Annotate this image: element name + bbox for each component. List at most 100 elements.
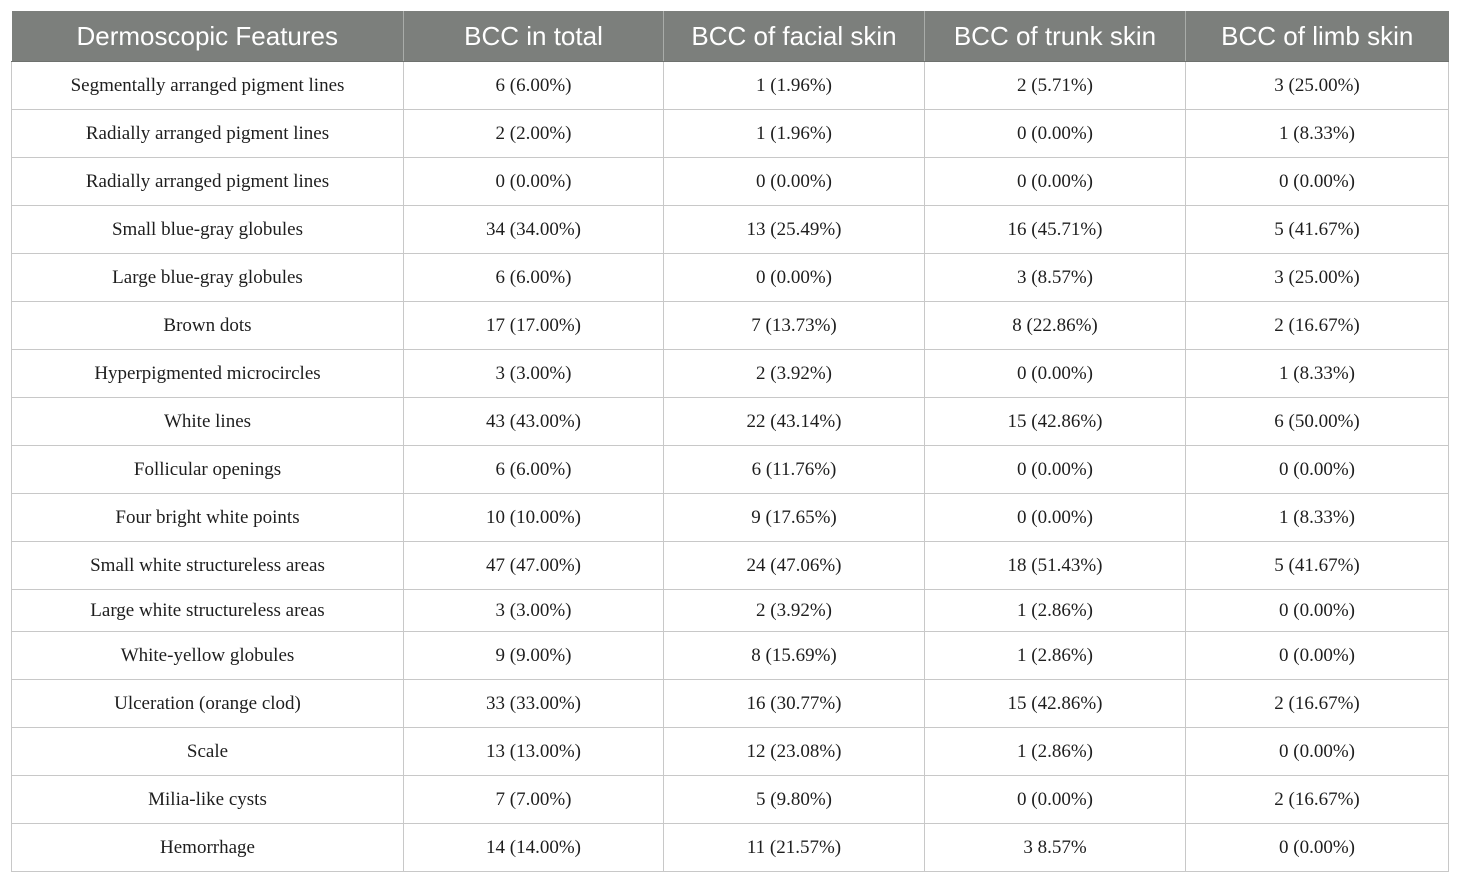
total-cell: 14 (14.00%) [403, 823, 664, 872]
trunk-cell: 1 (2.86%) [924, 589, 1186, 632]
feature-name-cell: Four bright white points [11, 493, 404, 542]
facial-cell: 24 (47.06%) [663, 541, 925, 590]
feature-name-cell: Follicular openings [11, 445, 404, 494]
facial-cell: 1 (1.96%) [663, 109, 925, 158]
total-cell: 6 (6.00%) [403, 445, 664, 494]
facial-cell: 6 (11.76%) [663, 445, 925, 494]
table-row: Radially arranged pigment lines 2 (2.00%… [11, 109, 1449, 158]
total-cell: 43 (43.00%) [403, 397, 664, 446]
total-cell: 33 (33.00%) [403, 679, 664, 728]
total-cell: 17 (17.00%) [403, 301, 664, 350]
table-row: Brown dots 17 (17.00%) 7 (13.73%) 8 (22.… [11, 301, 1449, 350]
feature-name-cell: Hyperpigmented microcircles [11, 349, 404, 398]
table-row: Small blue-gray globules 34 (34.00%) 13 … [11, 205, 1449, 254]
total-cell: 3 (3.00%) [403, 349, 664, 398]
feature-name-cell: Large blue-gray globules [11, 253, 404, 302]
total-cell: 34 (34.00%) [403, 205, 664, 254]
total-cell: 13 (13.00%) [403, 727, 664, 776]
trunk-cell: 2 (5.71%) [924, 61, 1186, 110]
total-cell: 2 (2.00%) [403, 109, 664, 158]
total-cell: 6 (6.00%) [403, 253, 664, 302]
table-row: Small white structureless areas 47 (47.0… [11, 541, 1449, 590]
header-bcc-limb-skin: BCC of limb skin [1185, 11, 1449, 62]
limb-cell: 2 (16.67%) [1185, 775, 1449, 824]
header-row: Dermoscopic Features BCC in total BCC of… [11, 11, 1449, 62]
trunk-cell: 0 (0.00%) [924, 445, 1186, 494]
trunk-cell: 1 (2.86%) [924, 631, 1186, 680]
limb-cell: 2 (16.67%) [1185, 679, 1449, 728]
facial-cell: 2 (3.92%) [663, 349, 925, 398]
table-header: Dermoscopic Features BCC in total BCC of… [11, 11, 1449, 62]
facial-cell: 5 (9.80%) [663, 775, 925, 824]
limb-cell: 1 (8.33%) [1185, 349, 1449, 398]
facial-cell: 0 (0.00%) [663, 253, 925, 302]
table-row: White-yellow globules 9 (9.00%) 8 (15.69… [11, 631, 1449, 680]
limb-cell: 0 (0.00%) [1185, 727, 1449, 776]
limb-cell: 5 (41.67%) [1185, 541, 1449, 590]
feature-name-cell: Small white structureless areas [11, 541, 404, 590]
table-row: Large blue-gray globules 6 (6.00%) 0 (0.… [11, 253, 1449, 302]
trunk-cell: 0 (0.00%) [924, 349, 1186, 398]
table-row: Large white structureless areas 3 (3.00%… [11, 589, 1449, 632]
total-cell: 6 (6.00%) [403, 61, 664, 110]
feature-name-cell: Milia-like cysts [11, 775, 404, 824]
trunk-cell: 15 (42.86%) [924, 679, 1186, 728]
total-cell: 47 (47.00%) [403, 541, 664, 590]
feature-name-cell: Segmentally arranged pigment lines [11, 61, 404, 110]
table-row: Ulceration (orange clod) 33 (33.00%) 16 … [11, 679, 1449, 728]
table-row: Radially arranged pigment lines 0 (0.00%… [11, 157, 1449, 206]
feature-name-cell: Large white structureless areas [11, 589, 404, 632]
table-row: Hemorrhage 14 (14.00%) 11 (21.57%) 3 8.5… [11, 823, 1449, 872]
header-bcc-in-total: BCC in total [403, 11, 664, 62]
facial-cell: 1 (1.96%) [663, 61, 925, 110]
feature-name-cell: Small blue-gray globules [11, 205, 404, 254]
features-table-container: Dermoscopic Features BCC in total BCC of… [11, 11, 1449, 872]
total-cell: 9 (9.00%) [403, 631, 664, 680]
limb-cell: 1 (8.33%) [1185, 493, 1449, 542]
trunk-cell: 8 (22.86%) [924, 301, 1186, 350]
table-row: White lines 43 (43.00%) 22 (43.14%) 15 (… [11, 397, 1449, 446]
limb-cell: 5 (41.67%) [1185, 205, 1449, 254]
feature-name-cell: Radially arranged pigment lines [11, 157, 404, 206]
header-bcc-facial-skin: BCC of facial skin [663, 11, 925, 62]
facial-cell: 11 (21.57%) [663, 823, 925, 872]
facial-cell: 13 (25.49%) [663, 205, 925, 254]
dermoscopic-features-table: Dermoscopic Features BCC in total BCC of… [11, 11, 1449, 872]
table-row: Follicular openings 6 (6.00%) 6 (11.76%)… [11, 445, 1449, 494]
header-bcc-trunk-skin: BCC of trunk skin [924, 11, 1186, 62]
feature-name-cell: Brown dots [11, 301, 404, 350]
trunk-cell: 0 (0.00%) [924, 157, 1186, 206]
facial-cell: 0 (0.00%) [663, 157, 925, 206]
limb-cell: 3 (25.00%) [1185, 253, 1449, 302]
feature-name-cell: Radially arranged pigment lines [11, 109, 404, 158]
limb-cell: 6 (50.00%) [1185, 397, 1449, 446]
table-body: Segmentally arranged pigment lines 6 (6.… [11, 61, 1449, 872]
table-row: Scale 13 (13.00%) 12 (23.08%) 1 (2.86%) … [11, 727, 1449, 776]
feature-name-cell: Hemorrhage [11, 823, 404, 872]
trunk-cell: 0 (0.00%) [924, 775, 1186, 824]
trunk-cell: 18 (51.43%) [924, 541, 1186, 590]
facial-cell: 12 (23.08%) [663, 727, 925, 776]
total-cell: 10 (10.00%) [403, 493, 664, 542]
limb-cell: 3 (25.00%) [1185, 61, 1449, 110]
table-row: Four bright white points 10 (10.00%) 9 (… [11, 493, 1449, 542]
total-cell: 0 (0.00%) [403, 157, 664, 206]
limb-cell: 0 (0.00%) [1185, 631, 1449, 680]
trunk-cell: 15 (42.86%) [924, 397, 1186, 446]
header-dermoscopic-features: Dermoscopic Features [11, 11, 404, 62]
facial-cell: 22 (43.14%) [663, 397, 925, 446]
table-row: Segmentally arranged pigment lines 6 (6.… [11, 61, 1449, 110]
limb-cell: 0 (0.00%) [1185, 589, 1449, 632]
total-cell: 3 (3.00%) [403, 589, 664, 632]
facial-cell: 8 (15.69%) [663, 631, 925, 680]
facial-cell: 2 (3.92%) [663, 589, 925, 632]
limb-cell: 0 (0.00%) [1185, 823, 1449, 872]
trunk-cell: 1 (2.86%) [924, 727, 1186, 776]
feature-name-cell: White lines [11, 397, 404, 446]
limb-cell: 2 (16.67%) [1185, 301, 1449, 350]
limb-cell: 0 (0.00%) [1185, 157, 1449, 206]
trunk-cell: 3 8.57% [924, 823, 1186, 872]
table-row: Milia-like cysts 7 (7.00%) 5 (9.80%) 0 (… [11, 775, 1449, 824]
table-row: Hyperpigmented microcircles 3 (3.00%) 2 … [11, 349, 1449, 398]
total-cell: 7 (7.00%) [403, 775, 664, 824]
